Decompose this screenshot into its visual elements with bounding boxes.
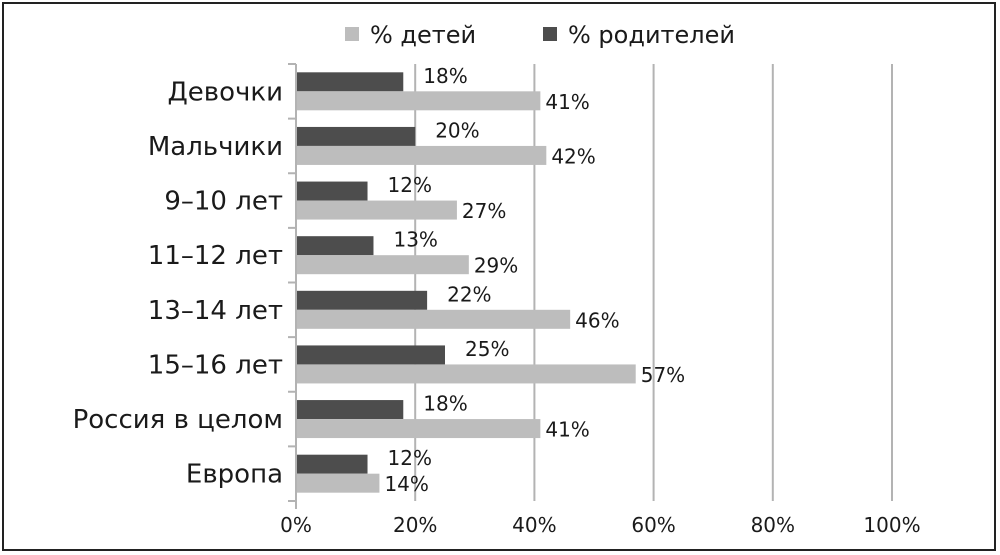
legend: % детей % родителей bbox=[345, 21, 735, 49]
bar-children-13-14-лет bbox=[296, 309, 571, 329]
category-label-13-14-лет: 13–14 лет bbox=[148, 296, 283, 326]
data-label-parents: 12% bbox=[388, 173, 432, 197]
data-label-children: 41% bbox=[545, 90, 589, 114]
bar-parents-европа bbox=[296, 454, 368, 474]
bar-parents-13-14-лет bbox=[296, 290, 428, 310]
legend-swatch-родителей bbox=[543, 27, 557, 41]
data-label-children: 27% bbox=[462, 199, 506, 223]
data-label-children: 42% bbox=[551, 144, 595, 168]
bar-parents-девочки bbox=[296, 72, 404, 92]
bar-parents-9-10-лет bbox=[296, 181, 368, 201]
data-label-children: 46% bbox=[575, 308, 619, 332]
bars bbox=[296, 72, 636, 493]
bar-children-9-10-лет bbox=[296, 200, 457, 220]
bar-children-европа bbox=[296, 473, 380, 493]
legend-swatch-детей bbox=[345, 27, 359, 41]
bar-parents-мальчики bbox=[296, 126, 416, 146]
data-label-children: 14% bbox=[384, 472, 428, 496]
labels: 0% 20% 40% 60% 80% 100% Девочки 18% 41% Мальчики 2… bbox=[73, 64, 921, 537]
x-tick-label: 0% bbox=[280, 513, 312, 537]
data-label-children: 41% bbox=[545, 418, 589, 442]
bar-children-россия-в-целом bbox=[296, 419, 541, 439]
x-tick-label: 40% bbox=[512, 513, 556, 537]
axes bbox=[288, 63, 297, 509]
data-label-parents: 20% bbox=[435, 118, 479, 142]
bar-children-11-12-лет bbox=[296, 255, 469, 275]
x-tick-label: 20% bbox=[393, 513, 437, 537]
data-label-parents: 25% bbox=[465, 337, 509, 361]
data-label-parents: 18% bbox=[423, 64, 467, 88]
legend-label-детей: % детей bbox=[370, 21, 476, 49]
category-label-11-12-лет: 11–12 лет bbox=[148, 241, 283, 271]
data-label-parents: 22% bbox=[447, 282, 491, 306]
bar-parents-11-12-лет bbox=[296, 236, 374, 256]
category-label-мальчики: Мальчики bbox=[148, 132, 283, 162]
data-label-parents: 18% bbox=[423, 392, 467, 416]
category-label-россия-в-целом: Россия в целом bbox=[73, 405, 283, 435]
bar-children-мальчики bbox=[296, 145, 547, 165]
x-tick-label: 100% bbox=[863, 513, 920, 537]
bar-children-девочки bbox=[296, 91, 541, 111]
bar-parents-15-16-лет bbox=[296, 345, 445, 365]
category-label-девочки: Девочки bbox=[167, 77, 283, 107]
data-label-parents: 12% bbox=[388, 446, 432, 470]
data-label-parents: 13% bbox=[393, 228, 437, 252]
bar-parents-россия-в-целом bbox=[296, 400, 404, 420]
category-label-15-16-лет: 15–16 лет bbox=[148, 350, 283, 380]
category-label-европа: Европа bbox=[186, 460, 283, 490]
category-label-9-10-лет: 9–10 лет bbox=[164, 187, 283, 217]
x-tick-label: 60% bbox=[631, 513, 675, 537]
bar-children-15-16-лет bbox=[296, 364, 636, 384]
data-label-children: 29% bbox=[474, 254, 518, 278]
x-tick-label: 80% bbox=[751, 513, 795, 537]
legend-label-родителей: % родителей bbox=[568, 21, 735, 49]
data-label-children: 57% bbox=[641, 363, 685, 387]
